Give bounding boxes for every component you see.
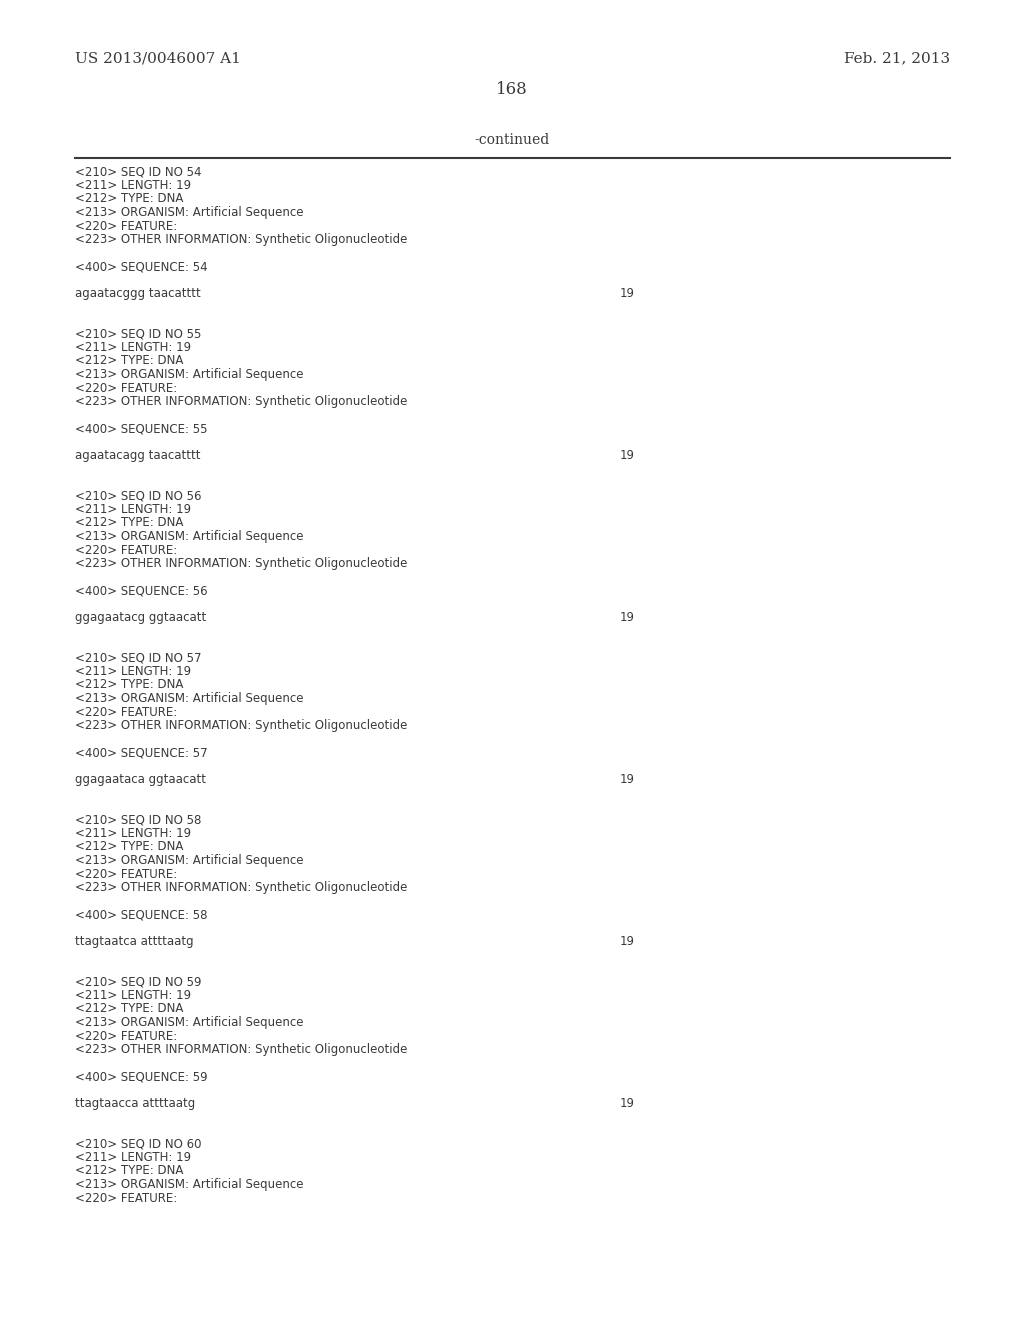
Text: <211> LENGTH: 19: <211> LENGTH: 19: [75, 341, 191, 354]
Text: 19: 19: [620, 286, 635, 300]
Text: <210> SEQ ID NO 55: <210> SEQ ID NO 55: [75, 327, 202, 341]
Text: <213> ORGANISM: Artificial Sequence: <213> ORGANISM: Artificial Sequence: [75, 1177, 303, 1191]
Text: agaatacggg taacatttt: agaatacggg taacatttt: [75, 286, 201, 300]
Text: <223> OTHER INFORMATION: Synthetic Oligonucleotide: <223> OTHER INFORMATION: Synthetic Oligo…: [75, 1043, 408, 1056]
Text: <213> ORGANISM: Artificial Sequence: <213> ORGANISM: Artificial Sequence: [75, 854, 303, 867]
Text: <220> FEATURE:: <220> FEATURE:: [75, 544, 177, 557]
Text: <213> ORGANISM: Artificial Sequence: <213> ORGANISM: Artificial Sequence: [75, 692, 303, 705]
Text: <210> SEQ ID NO 54: <210> SEQ ID NO 54: [75, 165, 202, 178]
Text: <211> LENGTH: 19: <211> LENGTH: 19: [75, 828, 191, 840]
Text: <400> SEQUENCE: 59: <400> SEQUENCE: 59: [75, 1071, 208, 1082]
Text: <220> FEATURE:: <220> FEATURE:: [75, 867, 177, 880]
Text: <212> TYPE: DNA: <212> TYPE: DNA: [75, 193, 183, 206]
Text: ttagtaatca attttaatg: ttagtaatca attttaatg: [75, 935, 194, 948]
Text: 19: 19: [620, 1097, 635, 1110]
Text: <220> FEATURE:: <220> FEATURE:: [75, 705, 177, 718]
Text: -continued: -continued: [474, 133, 550, 147]
Text: <210> SEQ ID NO 57: <210> SEQ ID NO 57: [75, 652, 202, 664]
Text: <220> FEATURE:: <220> FEATURE:: [75, 1030, 177, 1043]
Text: <400> SEQUENCE: 56: <400> SEQUENCE: 56: [75, 583, 208, 597]
Text: <213> ORGANISM: Artificial Sequence: <213> ORGANISM: Artificial Sequence: [75, 531, 303, 543]
Text: <211> LENGTH: 19: <211> LENGTH: 19: [75, 503, 191, 516]
Text: <400> SEQUENCE: 57: <400> SEQUENCE: 57: [75, 746, 208, 759]
Text: <212> TYPE: DNA: <212> TYPE: DNA: [75, 1002, 183, 1015]
Text: <211> LENGTH: 19: <211> LENGTH: 19: [75, 989, 191, 1002]
Text: <213> ORGANISM: Artificial Sequence: <213> ORGANISM: Artificial Sequence: [75, 1016, 303, 1030]
Text: <220> FEATURE:: <220> FEATURE:: [75, 1192, 177, 1204]
Text: <211> LENGTH: 19: <211> LENGTH: 19: [75, 180, 191, 191]
Text: 19: 19: [620, 774, 635, 785]
Text: 168: 168: [496, 82, 528, 99]
Text: <212> TYPE: DNA: <212> TYPE: DNA: [75, 1164, 183, 1177]
Text: <213> ORGANISM: Artificial Sequence: <213> ORGANISM: Artificial Sequence: [75, 206, 303, 219]
Text: <220> FEATURE:: <220> FEATURE:: [75, 219, 177, 232]
Text: 19: 19: [620, 935, 635, 948]
Text: <210> SEQ ID NO 58: <210> SEQ ID NO 58: [75, 813, 202, 826]
Text: <223> OTHER INFORMATION: Synthetic Oligonucleotide: <223> OTHER INFORMATION: Synthetic Oligo…: [75, 880, 408, 894]
Text: <400> SEQUENCE: 54: <400> SEQUENCE: 54: [75, 260, 208, 273]
Text: agaatacagg taacatttt: agaatacagg taacatttt: [75, 449, 201, 462]
Text: <220> FEATURE:: <220> FEATURE:: [75, 381, 177, 395]
Text: <212> TYPE: DNA: <212> TYPE: DNA: [75, 355, 183, 367]
Text: <223> OTHER INFORMATION: Synthetic Oligonucleotide: <223> OTHER INFORMATION: Synthetic Oligo…: [75, 395, 408, 408]
Text: <211> LENGTH: 19: <211> LENGTH: 19: [75, 1151, 191, 1164]
Text: 19: 19: [620, 449, 635, 462]
Text: <213> ORGANISM: Artificial Sequence: <213> ORGANISM: Artificial Sequence: [75, 368, 303, 381]
Text: <210> SEQ ID NO 59: <210> SEQ ID NO 59: [75, 975, 202, 989]
Text: ggagaataca ggtaacatt: ggagaataca ggtaacatt: [75, 774, 206, 785]
Text: <212> TYPE: DNA: <212> TYPE: DNA: [75, 678, 183, 692]
Text: <210> SEQ ID NO 60: <210> SEQ ID NO 60: [75, 1138, 202, 1151]
Text: <211> LENGTH: 19: <211> LENGTH: 19: [75, 665, 191, 678]
Text: <223> OTHER INFORMATION: Synthetic Oligonucleotide: <223> OTHER INFORMATION: Synthetic Oligo…: [75, 719, 408, 733]
Text: <210> SEQ ID NO 56: <210> SEQ ID NO 56: [75, 490, 202, 503]
Text: <400> SEQUENCE: 55: <400> SEQUENCE: 55: [75, 422, 208, 436]
Text: ggagaatacg ggtaacatt: ggagaatacg ggtaacatt: [75, 611, 206, 624]
Text: <212> TYPE: DNA: <212> TYPE: DNA: [75, 516, 183, 529]
Text: US 2013/0046007 A1: US 2013/0046007 A1: [75, 51, 241, 65]
Text: 19: 19: [620, 611, 635, 624]
Text: <223> OTHER INFORMATION: Synthetic Oligonucleotide: <223> OTHER INFORMATION: Synthetic Oligo…: [75, 234, 408, 246]
Text: ttagtaacca attttaatg: ttagtaacca attttaatg: [75, 1097, 196, 1110]
Text: <400> SEQUENCE: 58: <400> SEQUENCE: 58: [75, 908, 208, 921]
Text: <212> TYPE: DNA: <212> TYPE: DNA: [75, 841, 183, 854]
Text: Feb. 21, 2013: Feb. 21, 2013: [844, 51, 950, 65]
Text: <223> OTHER INFORMATION: Synthetic Oligonucleotide: <223> OTHER INFORMATION: Synthetic Oligo…: [75, 557, 408, 570]
